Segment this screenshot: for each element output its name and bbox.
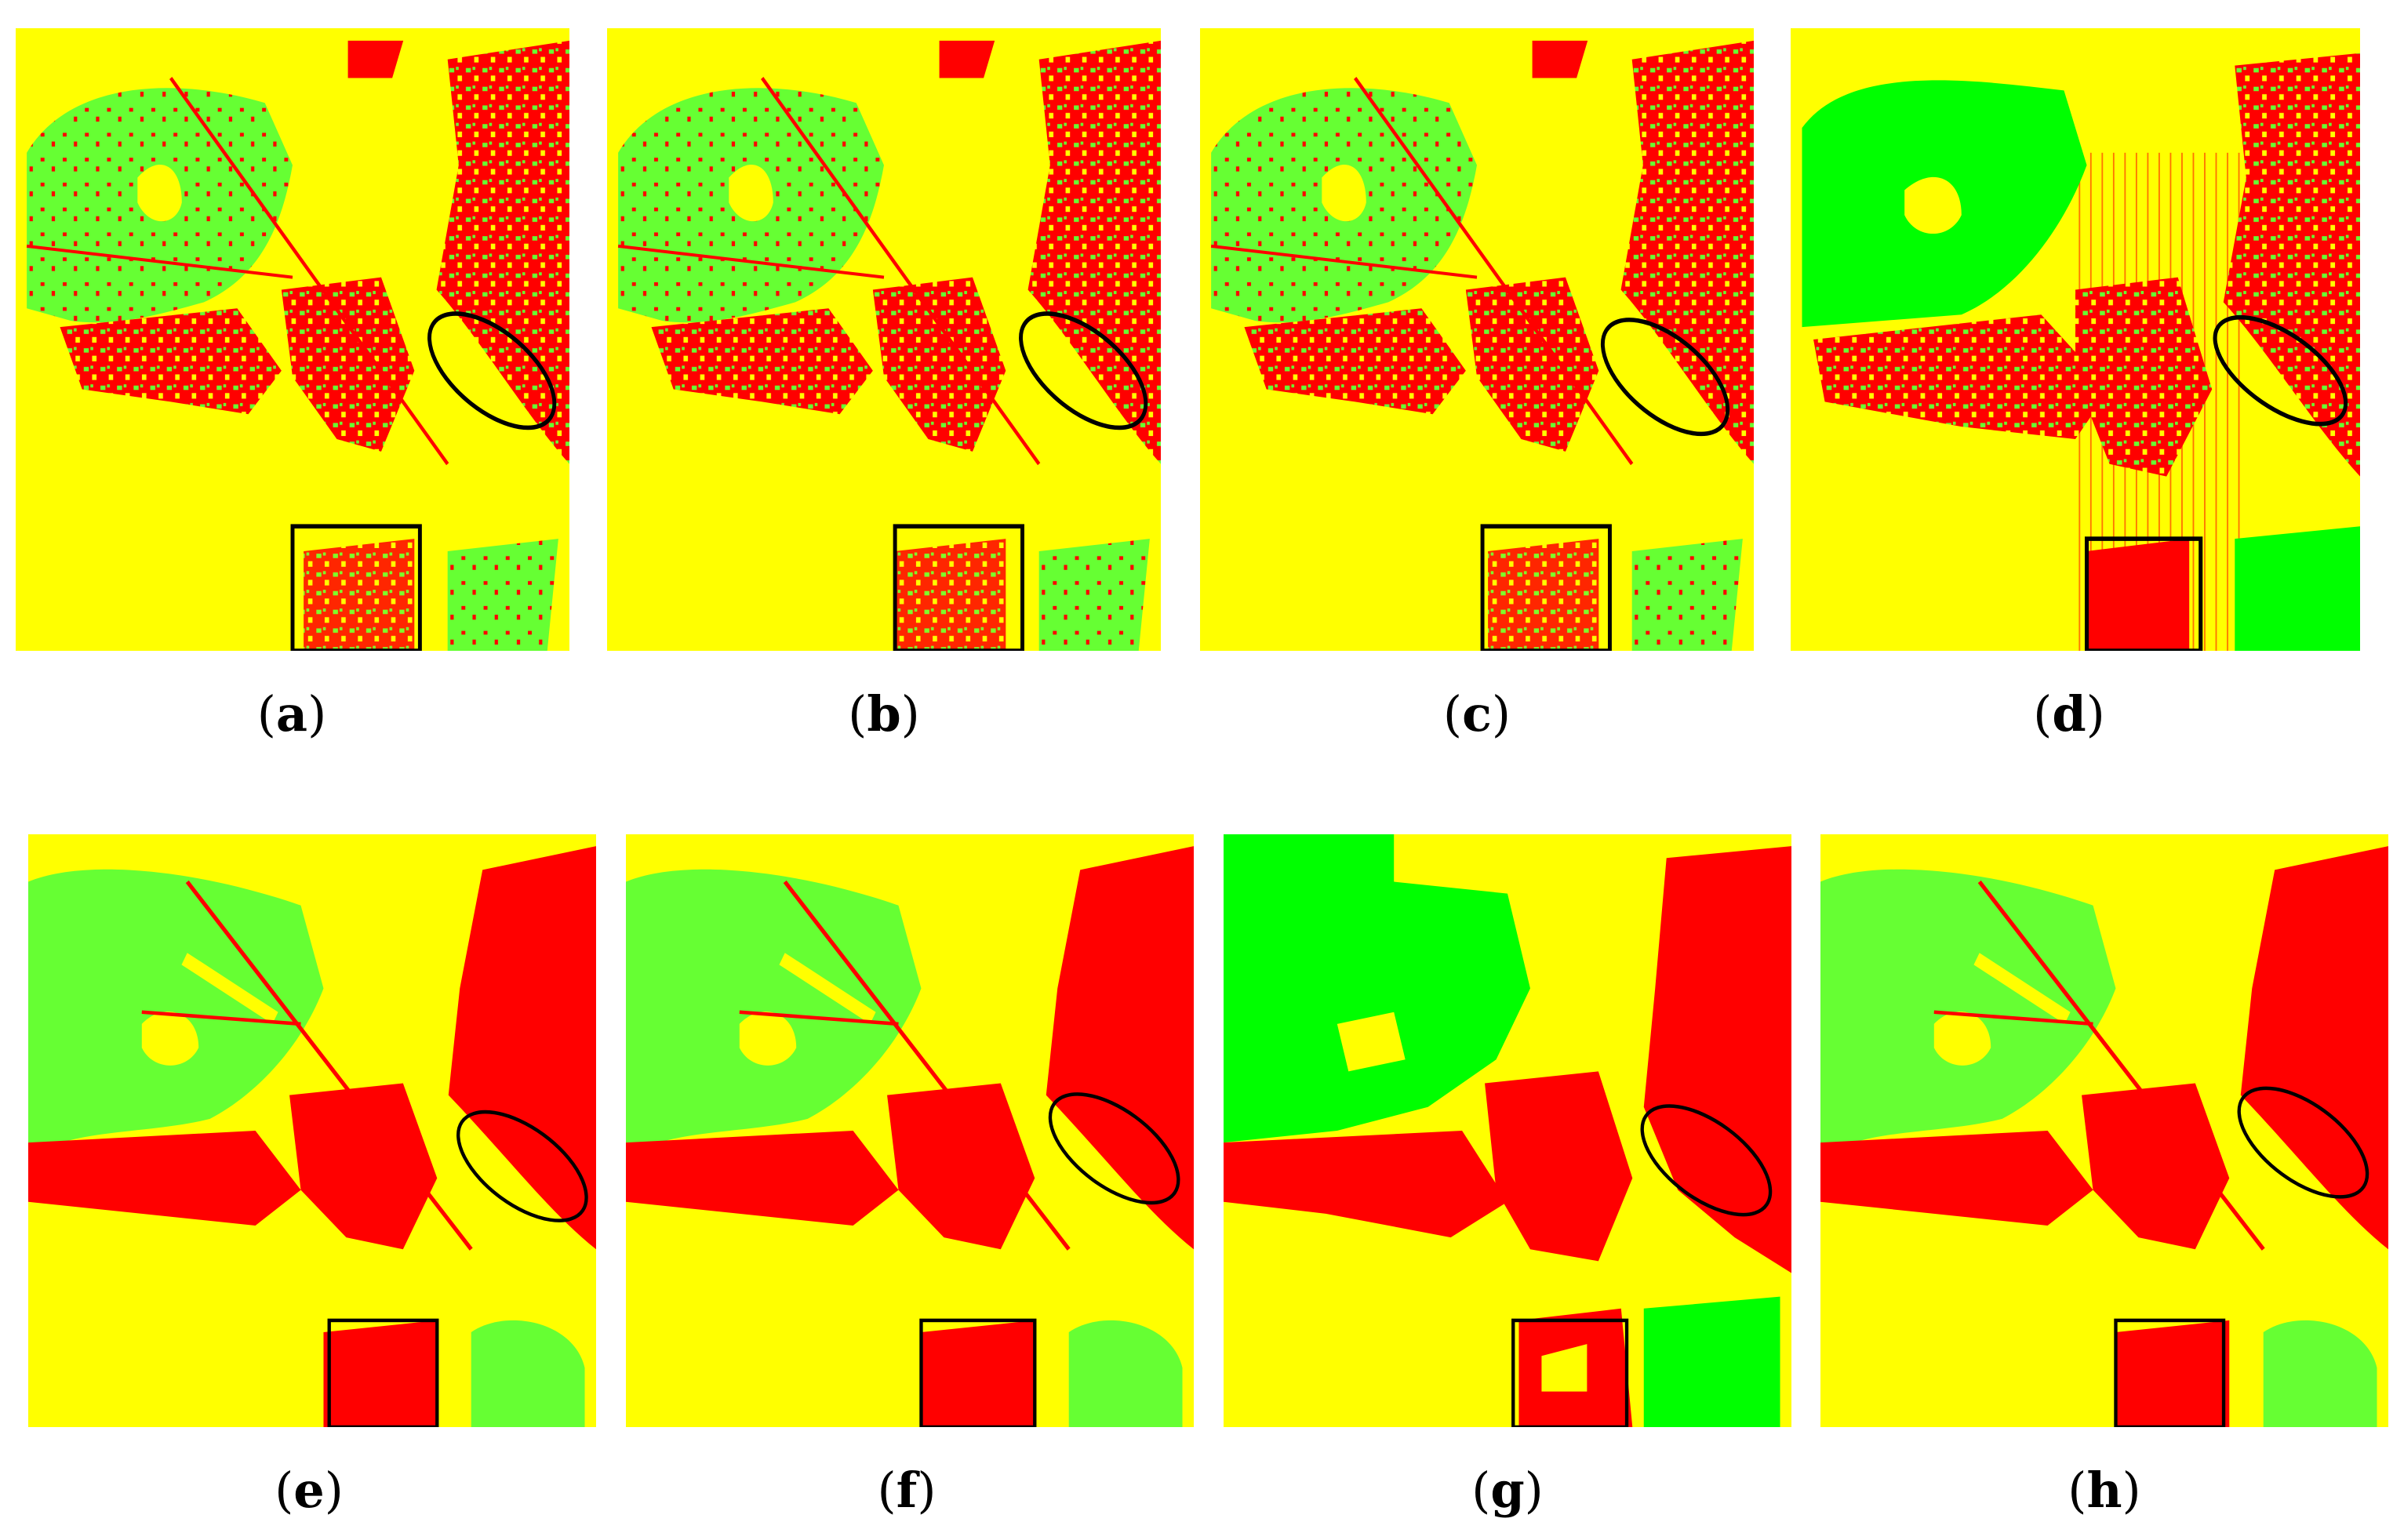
marker-ellipse: [427, 311, 557, 430]
marker-ellipse: [2213, 314, 2348, 427]
marker-box: [1480, 524, 1612, 651]
marker-ellipse: [2237, 1086, 2369, 1199]
caption-g: (g): [1471, 1462, 1544, 1519]
classification-map-h: [1820, 834, 2388, 1427]
marker-box: [2084, 536, 2203, 651]
caption-b: (b): [848, 685, 920, 743]
caption-c: (c): [1442, 685, 1511, 743]
marker-ellipse: [456, 1110, 588, 1222]
classification-map-a: [16, 28, 569, 651]
marker-ellipse: [1048, 1092, 1180, 1205]
marker-box: [919, 1318, 1037, 1427]
marker-box: [290, 524, 422, 651]
marker-box: [327, 1318, 439, 1427]
classification-map-g: [1224, 834, 1791, 1427]
classification-map-e: [28, 834, 596, 1427]
marker-box: [2114, 1318, 2226, 1427]
panel-b: [607, 28, 1161, 651]
marker-ellipse: [1600, 318, 1730, 437]
panel-f: [626, 834, 1194, 1427]
caption-h: (h): [2068, 1462, 2141, 1519]
caption-a: (a): [256, 685, 327, 743]
panel-h: [1820, 834, 2388, 1427]
panel-g: [1224, 834, 1791, 1427]
panel-e: [28, 834, 596, 1427]
panel-a: [16, 28, 569, 651]
panel-d: [1791, 28, 2360, 651]
marker-ellipse: [1019, 311, 1148, 430]
caption-d: (d): [2033, 685, 2105, 743]
classification-map-d: [1791, 28, 2360, 651]
marker-ellipse: [1640, 1104, 1773, 1217]
caption-e: (e): [275, 1462, 344, 1519]
marker-box: [893, 524, 1024, 651]
panel-c: [1200, 28, 1754, 651]
classification-map-f: [626, 834, 1194, 1427]
classification-map-c: [1200, 28, 1754, 651]
caption-f: (f): [877, 1462, 937, 1519]
marker-box: [1511, 1318, 1629, 1427]
classification-map-b: [607, 28, 1161, 651]
